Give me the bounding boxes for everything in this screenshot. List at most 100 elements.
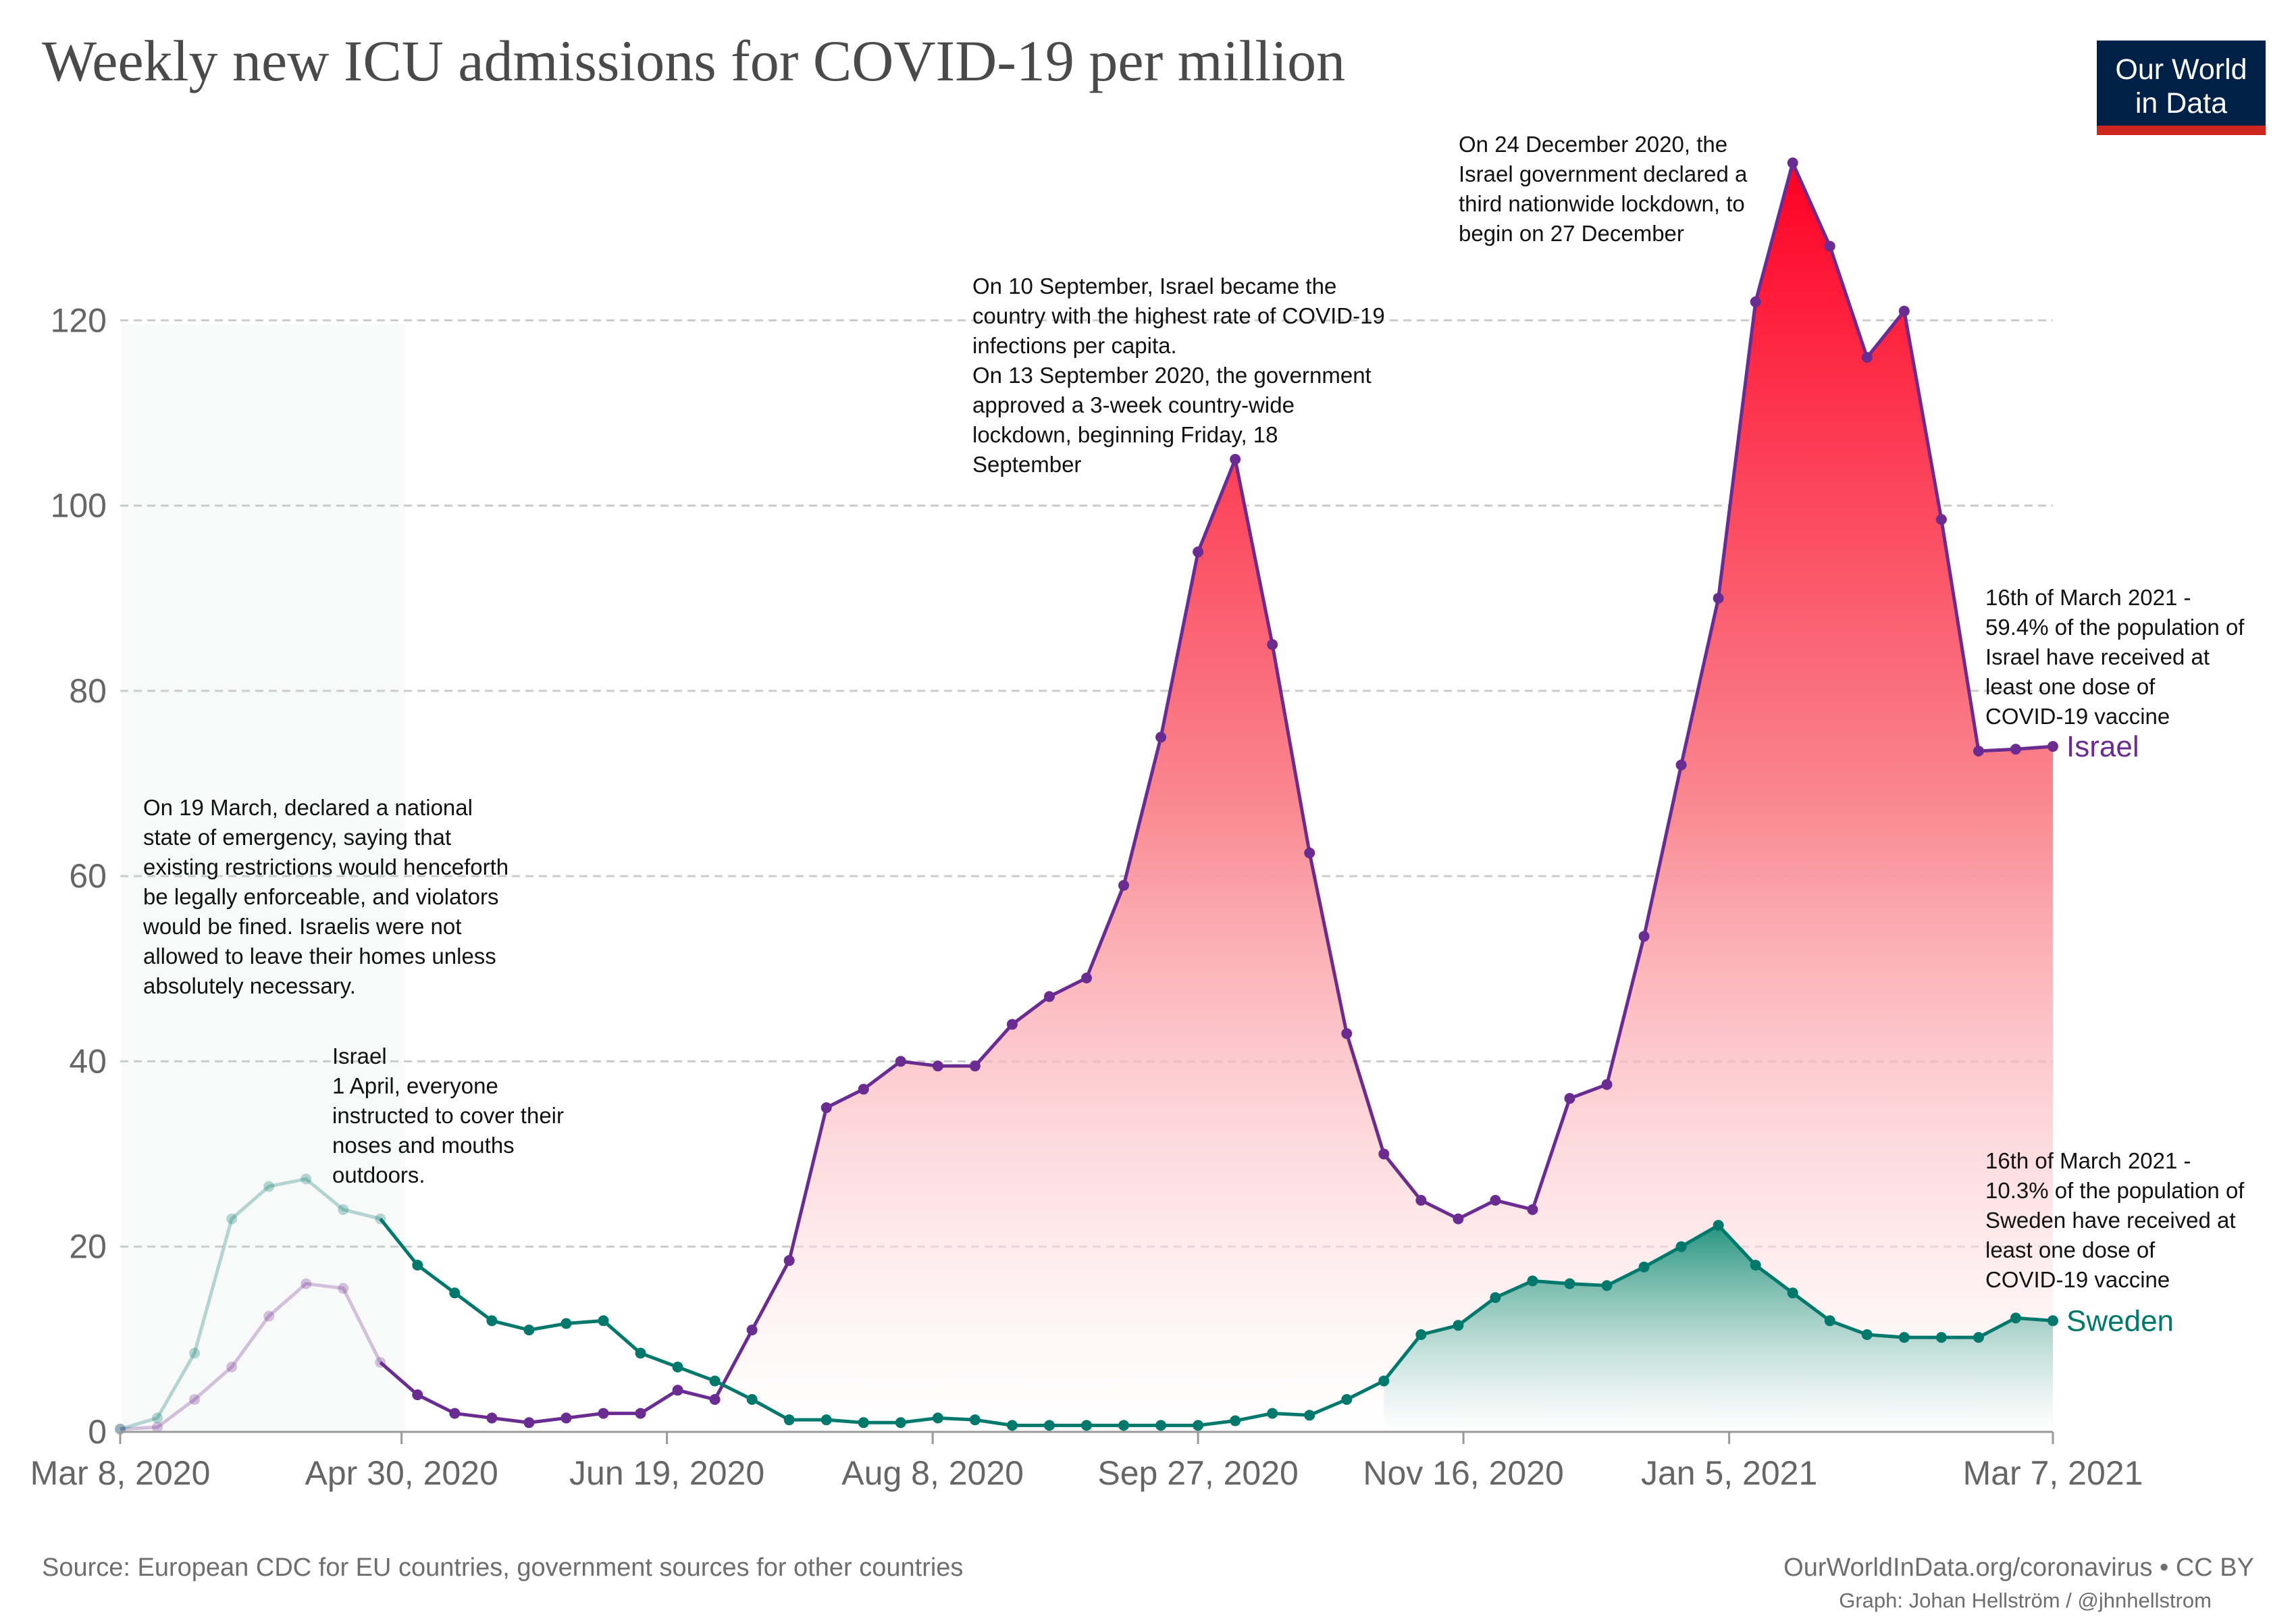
- y-tick-label-40: 40: [69, 1042, 107, 1080]
- annotation-line: would be fined. Israelis were not: [142, 914, 461, 939]
- annotation-emergency: On 19 March, declared a national state of…: [142, 795, 508, 998]
- chart-title: Weekly new ICU admissions for COVID-19 p…: [42, 28, 1346, 93]
- sweden-point: [858, 1417, 869, 1429]
- annotation-line: existing restrictions would henceforth: [143, 854, 508, 879]
- annotation-december: On 24 December 2020, the Israel governmen…: [1459, 132, 1748, 246]
- israel-point: [1898, 305, 1910, 317]
- x-tick-label-2: Jun 19, 2020: [569, 1454, 764, 1492]
- x-tick-label-0: Mar 8, 2020: [30, 1454, 211, 1492]
- israel-point: [449, 1408, 461, 1419]
- israel-point: [1490, 1195, 1501, 1206]
- logo-line-1: Our World: [2115, 53, 2247, 86]
- y-tick-label-0: 0: [88, 1413, 107, 1451]
- annotation-line: Sweden have received at: [1985, 1208, 2236, 1233]
- israel-point: [1601, 1079, 1613, 1090]
- series-areas: [714, 163, 2053, 1433]
- sweden-area: [1384, 1225, 2053, 1432]
- annotation-line: September: [972, 452, 1081, 477]
- annotation-line: least one dose of: [1985, 1237, 2156, 1262]
- israel-point: [1453, 1213, 1464, 1225]
- annotations: On 19 March, declared a national state of…: [142, 132, 2245, 1292]
- israel-point: [746, 1324, 758, 1336]
- sweden-point: [1713, 1220, 1724, 1231]
- israel-point: [895, 1056, 906, 1067]
- y-axis-ticks: 0 20 40 60 80 100 120: [51, 301, 107, 1451]
- x-tick-label-5: Nov 16, 2020: [1363, 1454, 1563, 1492]
- annotation-line: state of emergency, saying that: [143, 825, 451, 850]
- israel-point: [1155, 731, 1167, 743]
- israel-point: [598, 1408, 609, 1419]
- series-lines: [120, 161, 2054, 1431]
- sweden-point: [1935, 1332, 1947, 1343]
- annotation-line: absolutely necessary.: [143, 973, 356, 998]
- israel-point: [226, 1362, 238, 1372]
- annotation-line: noses and mouths: [332, 1133, 515, 1158]
- sweden-point: [1043, 1420, 1055, 1431]
- israel-point: [1193, 546, 1204, 558]
- annotation-line: third nationwide lockdown, to: [1459, 191, 1745, 216]
- annotation-masks: Israel 1 April, everyone instructed to cov…: [332, 1044, 564, 1187]
- israel-point: [1935, 514, 1947, 525]
- israel-point: [1861, 352, 1873, 363]
- sweden-point: [301, 1173, 312, 1185]
- annotation-line: COVID-19 vaccine: [1985, 1267, 2170, 1292]
- annotation-line: On 24 December 2020, the: [1459, 132, 1727, 157]
- x-tick-label-7: Mar 7, 2021: [1963, 1454, 2143, 1492]
- sweden-point: [1527, 1275, 1538, 1287]
- sweden-series-label: Sweden: [2066, 1304, 2174, 1337]
- israel-point: [523, 1417, 535, 1429]
- annotation-line: country with the highest rate of COVID-1…: [972, 303, 1385, 328]
- logo-accent-bar: [2097, 126, 2266, 135]
- sweden-point: [1193, 1420, 1204, 1431]
- israel-point: [412, 1389, 423, 1401]
- sweden-point: [263, 1181, 275, 1192]
- annotation-line: Israel have received at: [1985, 644, 2210, 669]
- annotation-vacc-sweden: 16th of March 2021 - 10.3% of the populat…: [1985, 1148, 2245, 1292]
- sweden-point: [932, 1412, 943, 1424]
- israel-area: [714, 163, 2053, 1433]
- israel-point: [1304, 847, 1315, 858]
- israel-point: [1750, 296, 1761, 307]
- sweden-point: [1973, 1332, 1984, 1343]
- sweden-point: [2010, 1312, 2021, 1324]
- sweden-point: [486, 1315, 498, 1327]
- israel-point: [1824, 240, 1835, 252]
- annotation-line: 10.3% of the population of: [1985, 1178, 2245, 1203]
- sweden-point: [1861, 1329, 1873, 1340]
- israel-point: [1638, 931, 1650, 942]
- sweden-point: [1898, 1332, 1910, 1343]
- sweden-point: [1675, 1241, 1687, 1252]
- credit-link[interactable]: OurWorldInData.org/coronavirus • CC BY: [1783, 1553, 2254, 1582]
- israel-point: [338, 1283, 349, 1294]
- sweden-point: [1453, 1320, 1464, 1331]
- sweden-point: [226, 1213, 238, 1225]
- annotation-line: infections per capita.: [972, 333, 1177, 358]
- annotation-line: begin on 27 December: [1459, 221, 1684, 246]
- y-tick-label-20: 20: [69, 1228, 107, 1266]
- owid-logo[interactable]: Our World in Data: [2097, 41, 2266, 135]
- sweden-point: [746, 1394, 758, 1405]
- sweden-point: [1824, 1315, 1835, 1327]
- annotation-line: 16th of March 2021 -: [1985, 1148, 2191, 1173]
- logo-line-2: in Data: [2135, 87, 2228, 120]
- annotation-line: On 19 March, declared a national: [143, 795, 473, 820]
- sweden-point: [1304, 1410, 1315, 1421]
- israel-point: [1267, 639, 1278, 650]
- israel-point: [672, 1385, 683, 1396]
- israel-point: [486, 1412, 498, 1424]
- annotation-vacc-israel: 16th of March 2021 - 59.4% of the populat…: [1985, 585, 2245, 729]
- israel-point: [2047, 741, 2058, 752]
- series-points: [115, 157, 2058, 1435]
- y-tick-label-100: 100: [51, 487, 107, 525]
- y-tick-label-120: 120: [51, 301, 107, 339]
- israel-point: [301, 1278, 312, 1289]
- sweden-point: [709, 1375, 721, 1387]
- annotation-line: 1 April, everyone: [332, 1073, 498, 1098]
- israel-point: [969, 1060, 981, 1072]
- israel-point: [1378, 1148, 1390, 1160]
- annotation-september: On 10 September, Israel became the countr…: [972, 274, 1385, 477]
- israel-point: [1118, 879, 1130, 891]
- sweden-point: [1787, 1287, 1798, 1299]
- sweden-point: [1601, 1280, 1613, 1291]
